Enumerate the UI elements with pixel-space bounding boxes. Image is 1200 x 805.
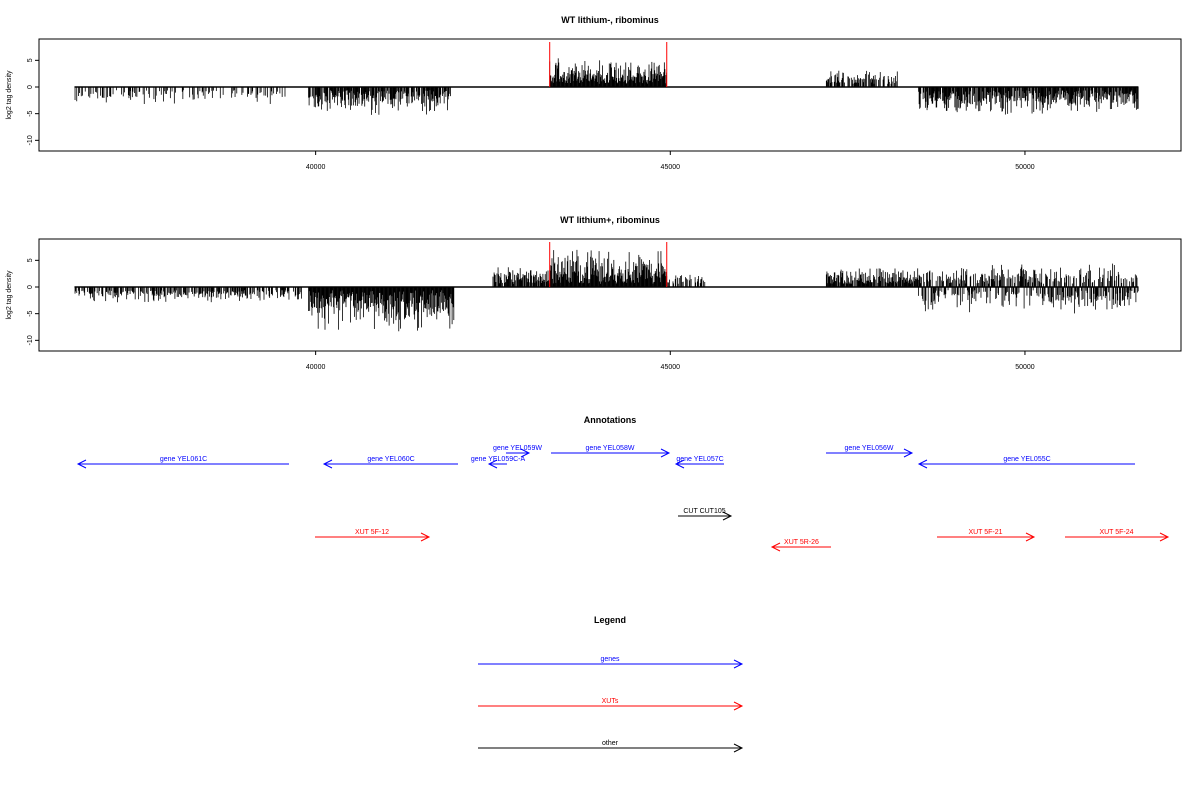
gene-arrow-head: [487, 459, 498, 469]
annotations-panel: Annotations gene YEL061C gene YEL060C gene…: [76, 415, 1170, 552]
gene-arrow-label: gene YEL056W: [845, 445, 894, 452]
xut-arrow-head: [1025, 532, 1036, 542]
other-arrow-label: CUT CUT105: [683, 508, 725, 515]
y-axis-label: log2 tag density: [6, 270, 13, 320]
gene-arrow-label: gene YEL057C: [676, 456, 723, 463]
gene-arrow-label: gene YEL058W: [586, 445, 635, 452]
y-tick-label: -5: [27, 110, 34, 116]
legend-entry-head: [733, 659, 744, 669]
legend-items: genes XUTs other: [478, 656, 744, 753]
xut-arrow-label: XUT 5F-21: [968, 529, 1002, 536]
annotation-arrows: gene YEL061C gene YEL060C gene YEL059C-A ge…: [76, 445, 1170, 552]
legend-entry-head: [733, 701, 744, 711]
x-tick-label: 45000: [661, 364, 681, 371]
region-markers: [549, 42, 668, 87]
xut-arrow-label: XUT 5F-24: [1099, 529, 1133, 536]
legend-entry-label: genes: [600, 656, 620, 663]
other-arrow-head: [722, 511, 733, 521]
legend: Legend genes XUTs other: [478, 615, 744, 753]
gene-arrow-head: [660, 448, 671, 458]
y-tick-label: 5: [27, 258, 34, 262]
xut-arrow-head: [770, 542, 781, 552]
axes: 40000 45000 50000 5 0 -5 -10: [27, 258, 1035, 371]
legend-title: Legend: [594, 615, 626, 625]
gene-arrow-head: [322, 459, 333, 469]
panel-title: WT lithium-, ribominus: [561, 15, 659, 25]
legend-entry-head: [733, 743, 744, 753]
y-axis-label: log2 tag density: [6, 70, 13, 120]
gene-arrow-label: gene YEL059W: [493, 445, 542, 452]
gene-arrow-head: [903, 448, 914, 458]
y-tick-label: -10: [27, 135, 34, 145]
density-bars: [74, 249, 1139, 332]
gene-arrow-head: [917, 459, 928, 469]
xut-arrow-label: XUT 5F-12: [355, 529, 389, 536]
x-tick-label: 50000: [1015, 164, 1035, 171]
gene-arrow-head: [520, 448, 531, 458]
legend-entry-label: other: [602, 740, 619, 747]
density-bars: [74, 58, 1139, 115]
x-tick-label: 40000: [306, 364, 326, 371]
gene-arrow-label: gene YEL061C: [160, 456, 207, 463]
xut-arrow-head: [1159, 532, 1170, 542]
panel-lithium-minus: WT lithium-, ribominus log2 tag density …: [6, 15, 1182, 171]
y-tick-label: -5: [27, 310, 34, 316]
gene-arrow-label: gene YEL059C-A: [471, 456, 526, 463]
annotations-title: Annotations: [584, 415, 637, 425]
plot-frame: [38, 238, 1182, 352]
gene-arrow-head: [674, 459, 685, 469]
region-markers: [549, 242, 668, 287]
y-tick-label: 0: [27, 85, 34, 89]
x-tick-label: 45000: [661, 164, 681, 171]
panel-lithium-plus: WT lithium+, ribominus log2 tag density …: [6, 215, 1182, 371]
gene-arrow-label: gene YEL060C: [367, 456, 414, 463]
gene-arrow-head: [76, 459, 87, 469]
panel-title: WT lithium+, ribominus: [560, 215, 660, 225]
y-tick-label: 5: [27, 58, 34, 62]
xut-arrow-label: XUT 5R-26: [784, 539, 819, 546]
x-tick-label: 40000: [306, 164, 326, 171]
axes: 40000 45000 50000 5 0 -5 -10: [27, 58, 1035, 171]
y-tick-label: 0: [27, 285, 34, 289]
x-tick-label: 50000: [1015, 364, 1035, 371]
legend-entry-label: XUTs: [602, 698, 619, 705]
plot-frame: [38, 38, 1182, 152]
y-tick-label: -10: [27, 335, 34, 345]
gene-arrow-label: gene YEL055C: [1003, 456, 1050, 463]
xut-arrow-head: [420, 532, 431, 542]
